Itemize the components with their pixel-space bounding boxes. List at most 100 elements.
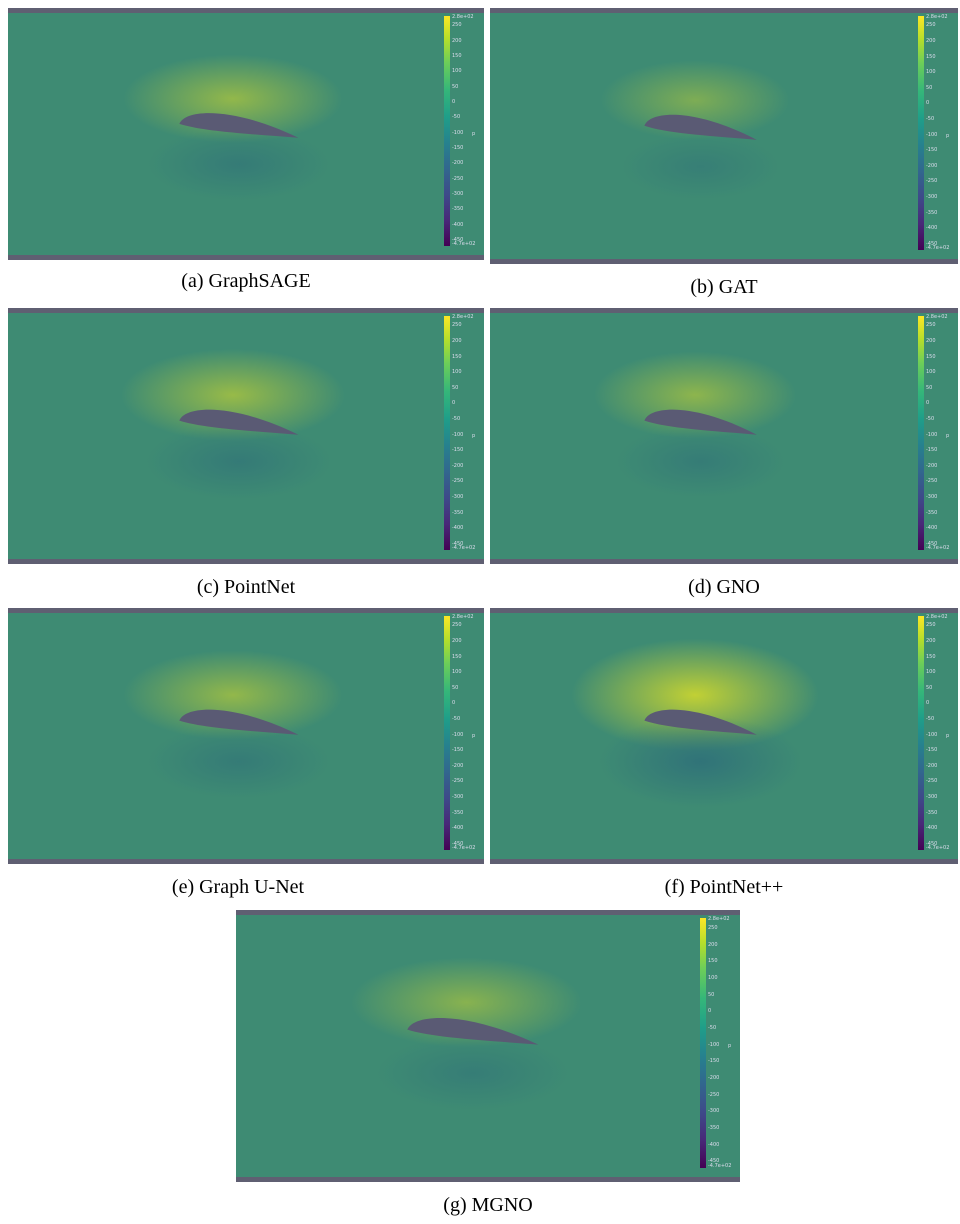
colorbar-tick: -450 [926, 540, 938, 547]
colorbar-tick: -50 [452, 715, 461, 722]
colorbar-tick: 0 [708, 1008, 712, 1015]
colorbar-max-label: 2.8e+02 [452, 614, 474, 620]
low-pressure-region [146, 423, 332, 500]
colorbar-gradient [918, 316, 924, 550]
colorbar-min-label: -4.7e+02 [708, 1163, 732, 1169]
colorbar-tick: 50 [452, 83, 459, 90]
caption-pointnetpp: (f) PointNet++ [664, 876, 784, 898]
pressure-field-pointnetpp [571, 638, 819, 808]
colorbar-tick: -300 [708, 1108, 720, 1115]
colorbar-tick: 250 [452, 22, 462, 29]
colorbar-tick: 100 [926, 69, 936, 76]
low-pressure-region [621, 133, 780, 200]
colorbar-tick: 200 [926, 637, 936, 644]
colorbar-min-label: -4.7e+02 [452, 845, 476, 851]
colorbar-variable-label: p [472, 733, 476, 739]
colorbar-tick: -50 [452, 114, 461, 121]
colorbar-tick: -450 [926, 240, 938, 247]
colorbar-tick: 200 [452, 337, 462, 344]
colorbar-tick: 250 [452, 322, 462, 329]
colorbar-tick: 200 [926, 37, 936, 44]
high-pressure-region [600, 60, 790, 140]
colorbar-tick: -250 [452, 175, 464, 182]
colorbar-max-label: 2.8e+02 [926, 614, 948, 620]
colorbar: 2.8e+02 250 200 150 100 50 0 -50 -100 -150 -200 -25… [918, 615, 949, 851]
colorbar-gradient [444, 16, 450, 246]
colorbar-tick: -300 [926, 193, 938, 200]
colorbar-tick: -150 [926, 147, 938, 154]
colorbar-tick: -400 [926, 825, 938, 832]
high-pressure-region [123, 54, 343, 143]
colorbar-tick: -100 [452, 129, 464, 136]
colorbar-tick: 100 [708, 975, 718, 981]
colorbar-tick: -100 [452, 731, 464, 738]
colorbar-tick: -350 [708, 1125, 720, 1131]
frame-bar-top [236, 910, 740, 915]
colorbar-tick: -200 [708, 1075, 720, 1081]
low-pressure-region [616, 425, 785, 498]
colorbar-max-label: 2.8e+02 [452, 314, 474, 320]
frame-bar-bottom [8, 559, 484, 564]
frame-bar-bottom [236, 1177, 740, 1182]
high-pressure-region [123, 650, 343, 740]
colorbar-tick: -250 [708, 1091, 720, 1098]
colorbar-variable-label: p [946, 733, 950, 739]
colorbar-tick: 0 [926, 100, 930, 107]
pressure-field-mgno [351, 957, 582, 1111]
panel-gat: 2.8e+02 250 200 150 100 50 0 -50 -100 -150 -200 -25… [490, 8, 958, 264]
colorbar-tick: -150 [708, 1058, 720, 1065]
colorbar-tick: 100 [452, 68, 462, 75]
colorbar-min-label: -4.7e+02 [926, 845, 950, 851]
colorbar-tick: -200 [452, 762, 464, 769]
airfoil-shape [179, 709, 299, 735]
airfoil-shape [407, 1018, 539, 1045]
colorbar-gradient [700, 918, 706, 1168]
colorbar-tick: -150 [926, 447, 938, 454]
colorbar-tick: 50 [926, 684, 933, 691]
colorbar-tick: 100 [926, 669, 936, 676]
colorbar-min-label: -4.7e+02 [926, 545, 950, 551]
colorbar-tick: -450 [452, 540, 464, 547]
colorbar-tick: 250 [708, 925, 718, 931]
colorbar-tick: -200 [452, 462, 464, 469]
colorbar-tick: 200 [708, 941, 718, 948]
colorbar-tick: 100 [452, 369, 462, 376]
colorbar-tick: -250 [926, 478, 938, 485]
colorbar-tick: -400 [452, 221, 464, 228]
colorbar-tick: 200 [926, 337, 936, 344]
colorbar-tick: 100 [926, 369, 936, 376]
colorbar-tick: -50 [926, 115, 935, 122]
colorbar-tick: 50 [926, 384, 933, 391]
colorbar-tick: -200 [926, 762, 938, 769]
caption-gat: (b) GAT [690, 276, 758, 298]
colorbar-tick: 50 [452, 684, 459, 691]
colorbar-tick: 200 [452, 37, 462, 44]
pressure-field-graphsage [123, 54, 343, 201]
colorbar-max-label: 2.8e+02 [708, 916, 730, 922]
colorbar-min-label: -4.7e+02 [452, 241, 476, 247]
colorbar-tick: -200 [926, 462, 938, 469]
panel-pointnetpp: 2.8e+02 250 200 150 100 50 0 -50 -100 -150 -200 -25… [490, 608, 958, 864]
colorbar-tick: 0 [926, 400, 930, 407]
colorbar: 2.8e+02 250 200 150 100 50 0 -50 -100 -150 -200 -25… [918, 15, 949, 251]
colorbar: 2.8e+02 250 200 150 100 50 0 -50 -100 -150 -200 -25… [918, 315, 949, 551]
colorbar-tick: -150 [452, 447, 464, 454]
colorbar-tick: 250 [926, 322, 936, 329]
colorbar-tick: -50 [708, 1025, 717, 1031]
panel-pointnet: 2.8e+02 250 200 150 100 50 0 -50 -100 -150 -200 -25… [8, 308, 484, 564]
colorbar-max-label: 2.8e+02 [452, 14, 474, 20]
colorbar-tick: -450 [452, 840, 464, 847]
colorbar-tick: -100 [926, 131, 938, 138]
pressure-field-gno [593, 351, 797, 498]
colorbar-tick: -100 [708, 1041, 720, 1048]
colorbar-tick: -350 [926, 809, 938, 816]
colorbar-tick: -50 [452, 415, 461, 422]
colorbar-tick: -300 [452, 793, 464, 800]
caption-gno: (d) GNO [688, 576, 760, 598]
colorbar-tick: 150 [926, 353, 936, 360]
caption-graph-unet: (e) Graph U-Net [171, 876, 305, 898]
colorbar-tick: -450 [708, 1158, 720, 1165]
colorbar-tick: -100 [452, 431, 464, 438]
colorbar-tick: -250 [452, 778, 464, 785]
colorbar-tick: -50 [926, 715, 935, 722]
